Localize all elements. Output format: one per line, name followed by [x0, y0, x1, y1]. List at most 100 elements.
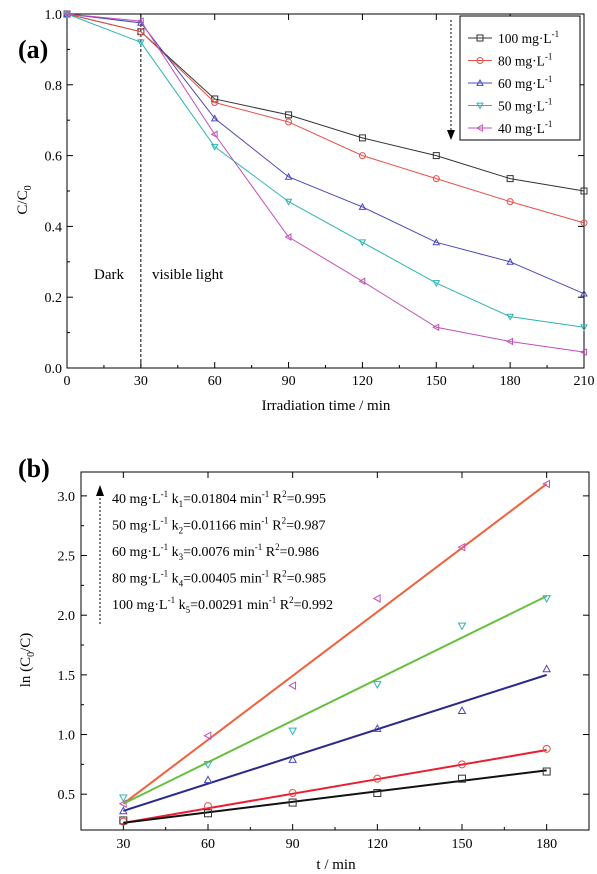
series-line-a-2 — [66, 13, 585, 295]
panel-label-b: (b) — [18, 454, 50, 483]
fit-line-b-0 — [122, 483, 548, 805]
fit-annotation-part: 4 — [179, 579, 184, 589]
fit-annotation-part: R — [262, 545, 276, 560]
fit-annotation-part: =0.01166 min — [183, 519, 261, 534]
fit-annotation-2: 60 mg·L-1 k3=0.0076 min-1 R2=0.986 — [112, 542, 319, 562]
y-tick-label-a-0.8: 0.8 — [45, 79, 63, 94]
x-tick-label-b-90: 90 — [286, 837, 300, 852]
data-point-a-0-3 — [285, 111, 293, 119]
annotation-dark: Dark — [94, 267, 124, 283]
fit-annotation-part: -1 — [168, 595, 176, 605]
fit-annotation-part: 40 mg·L — [112, 492, 161, 507]
x-tick-label-a-30: 30 — [134, 374, 148, 389]
data-point-a-0-4 — [358, 134, 366, 142]
data-point-b-4-3 — [373, 789, 382, 798]
x-tick-label-a-90: 90 — [282, 374, 296, 389]
data-point-a-3-6 — [506, 313, 514, 321]
y-axis-label-a: C/C0 — [15, 185, 34, 214]
fit-annotation-part: 2 — [289, 595, 294, 605]
fit-annotation-part: 50 mg·L — [112, 519, 161, 534]
y-tick-label-b-1.5: 1.5 — [58, 669, 76, 684]
data-point-a-4-4 — [358, 277, 366, 286]
axes-b: 30 60 90 120 150 180 0.5 1.0 1.5 2.0 2.5 3.0 — [58, 472, 589, 852]
fit-annotation-part: =0.01804 min — [183, 492, 262, 507]
series-group-b — [118, 479, 552, 826]
data-point-a-0-5 — [432, 152, 440, 160]
data-point-b-3-5 — [542, 744, 551, 753]
data-point-b-1-3 — [372, 681, 382, 689]
series-group-a — [62, 9, 588, 356]
fit-annotation-part: =0.986 — [280, 545, 319, 560]
legend-label-0: 100 mg·L-1 — [498, 29, 559, 46]
fit-annotation-part: k — [175, 598, 186, 613]
fit-annotation-part: -1 — [161, 569, 169, 579]
fit-annotation-part: 60 mg·L — [112, 545, 161, 560]
data-point-a-4-5 — [432, 323, 440, 332]
data-point-b-4-1 — [204, 809, 212, 818]
fit-annotation-part: -1 — [161, 516, 169, 526]
data-point-b-4-5 — [542, 767, 551, 776]
fit-annotation-part: -1 — [255, 542, 263, 552]
data-point-b-4-2 — [288, 798, 297, 807]
data-point-b-3-3 — [373, 774, 382, 783]
fit-annotation-part: -1 — [161, 542, 169, 552]
data-point-b-4-4 — [458, 774, 466, 783]
fit-line-b-1 — [122, 595, 548, 805]
data-point-a-0-6 — [506, 175, 514, 183]
data-point-b-0-3 — [372, 594, 381, 603]
data-point-a-4-6 — [506, 337, 514, 346]
fit-annotation-4: 100 mg·L-1 k5=0.00291 min-1 R2=0.992 — [112, 595, 333, 615]
legend-marker-1 — [476, 57, 484, 64]
fit-line-b-3 — [123, 749, 547, 824]
y-tick-label-a-0.0: 0.0 — [45, 362, 63, 377]
data-point-b-0-2 — [288, 681, 296, 690]
fit-annotation-part: k — [168, 545, 179, 560]
data-point-b-0-0 — [118, 799, 127, 809]
data-point-b-2-5 — [542, 664, 552, 673]
series-line-a-3 — [66, 13, 585, 328]
fit-annotation-part: k — [168, 572, 179, 587]
x-tick-label-a-60: 60 — [208, 374, 222, 389]
x-tick-label-b-120: 120 — [367, 837, 388, 852]
data-point-a-3-5 — [432, 280, 441, 288]
legend-label-1: 80 mg·L-1 — [498, 52, 552, 69]
x-tick-label-a-210: 210 — [574, 374, 595, 389]
data-point-a-3-2 — [210, 143, 219, 151]
fit-line-b-4 — [123, 769, 547, 824]
legend-label-4: 40 mg·L-1 — [498, 119, 552, 136]
y-axis-label-a-main: C/C — [15, 190, 31, 214]
data-point-b-0-4 — [457, 542, 466, 552]
fit-annotation-part: 2 — [282, 489, 287, 499]
fit-line-b-2 — [123, 673, 547, 812]
series-line-a-1 — [66, 13, 585, 224]
data-point-a-2-5 — [432, 238, 441, 246]
data-point-b-1-1 — [203, 761, 213, 769]
fit-annotation-part: -1 — [261, 516, 269, 526]
y-axis-label-b-main: ln (C — [18, 657, 34, 687]
fit-annotation-part: -1 — [269, 595, 277, 605]
fit-annotation-part: R — [276, 598, 290, 613]
data-point-a-1-7 — [580, 219, 588, 227]
data-point-a-4-2 — [210, 130, 218, 139]
y-tick-label-a-0.4: 0.4 — [45, 220, 63, 235]
data-point-a-2-7 — [580, 289, 588, 297]
data-point-a-3-3 — [284, 198, 293, 206]
x-tick-label-b-30: 30 — [116, 837, 130, 852]
data-point-a-4-3 — [284, 233, 292, 241]
fit-annotation-part: 2 — [275, 542, 280, 552]
y-tick-label-b-3.0: 3.0 — [58, 490, 76, 505]
axes-a: 0 30 60 90 120 150 180 210 0.0 0.2 0.4 0.6 0.8 1.0 — [45, 8, 595, 389]
data-point-a-2-2 — [210, 114, 219, 122]
y-tick-label-b-1.0: 1.0 — [58, 729, 76, 744]
x-tick-label-a-120: 120 — [352, 374, 373, 389]
legend-a: 100 mg·L-1 80 mg·L-1 60 mg·L-1 50 mg·L-1 40 … — [447, 15, 581, 141]
fit-annotation-1: 50 mg·L-1 k2=0.01166 min-1 R2=0.987 — [112, 516, 326, 536]
panel-a: (a) 0 30 60 90 120 150 180 210 0.0 0.2 0.4 0.6 0.8 1.… — [15, 8, 595, 414]
x-tick-label-a-180: 180 — [500, 374, 521, 389]
legend-marker-0 — [476, 34, 484, 42]
data-point-b-3-4 — [458, 760, 466, 769]
data-point-a-3-7 — [580, 324, 588, 332]
fit-annotation-part: =0.00405 min — [183, 572, 262, 587]
